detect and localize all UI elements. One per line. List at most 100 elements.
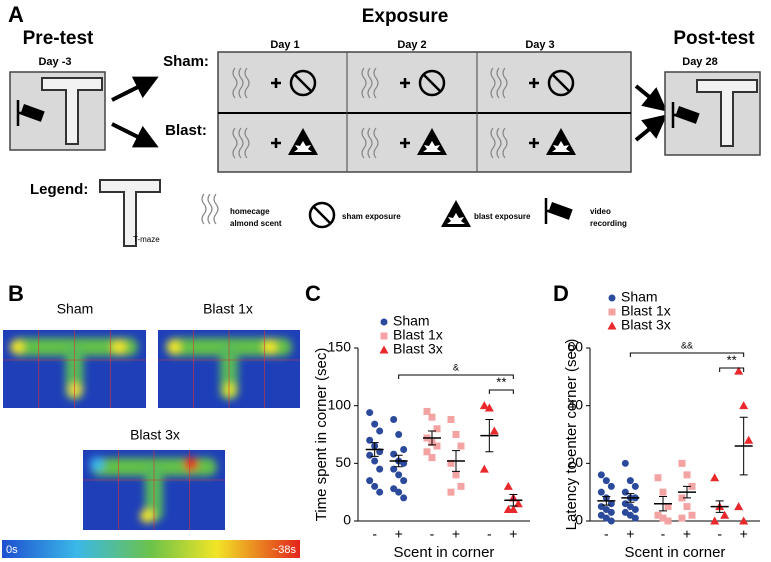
point [683,471,691,479]
point [395,431,403,438]
point [607,482,615,490]
y-tick-label: 40 [567,396,583,412]
point [683,503,691,511]
point [390,450,398,458]
legend-text: almond scent [230,219,282,228]
x-tick-label: - [661,526,666,542]
legend-marker [608,294,616,302]
point [678,459,686,467]
blob [90,457,104,471]
point [366,409,374,417]
point [452,431,460,438]
point [366,477,374,485]
error-bar [370,442,379,457]
point [688,511,696,519]
heatmap-title: Blast 3x [130,427,180,443]
plus [400,138,410,148]
point [423,407,431,415]
y-axis-label: Time spent in corner (sec) [313,348,330,522]
point [457,482,465,490]
x-tick-label: - [717,526,722,542]
point [678,494,686,502]
significance: ** [496,374,506,389]
legend-text: recording [590,219,627,228]
point [395,471,403,479]
heatmap [158,330,300,408]
arrow [634,114,668,142]
point [376,488,384,496]
legend-text: homecage [230,207,270,216]
heatmap-title: Sham [57,301,94,317]
point [390,465,398,473]
legend-label: Blast 1x [393,327,443,343]
point [366,436,374,444]
point [739,516,749,525]
blob [112,340,126,354]
point [734,366,744,375]
y-tick-label: 20 [567,454,583,470]
error-bar [452,450,460,472]
error-bar [739,416,748,476]
day-label: Day 2 [397,39,426,51]
point [597,488,605,496]
error-bar [715,500,724,513]
blob [10,340,24,354]
colorbar-max: ~38s [272,544,297,556]
exposure-title: Exposure [362,6,449,27]
plus [271,138,281,148]
legend-marker [380,332,388,340]
point [457,442,465,450]
point [371,420,379,428]
point [710,516,720,525]
day-label: Day 1 [270,39,299,51]
point [744,435,754,444]
y-tick-label: 50 [335,454,351,470]
chart: D 0 20 40 60 - + - + - + Scent in corner Latency to … [553,281,760,561]
point [400,477,408,485]
charts: C 0 50 100 150 - + - + - + Scent in corner Time spen… [305,281,760,561]
point [710,473,720,482]
panel-label: D [553,281,569,306]
x-tick-label: - [604,526,609,542]
heatmap [3,330,146,408]
legend-label: Sham [621,289,658,305]
bracket [719,367,745,372]
colorbar-min: 0s [6,544,18,556]
point [631,505,639,513]
legend-text: blast exposure [474,212,531,221]
panel-a: A Exposure Pre-test Day -3 Sham: Blast: … [8,2,761,247]
point [489,426,499,435]
row-label: Sham: [163,53,209,70]
point [654,511,662,519]
point [621,459,629,467]
plus [271,78,281,88]
point [513,499,523,508]
x-tick-label: + [452,526,460,542]
error-bar [602,495,611,506]
legend-marker [607,321,617,330]
row-label: Blast: [165,122,207,139]
bracket [488,389,514,394]
sham-icon [308,201,336,229]
legend-marker [379,345,389,354]
panel-b: B Sham Blast 1x Blast 3x 0s ~38s [2,281,300,558]
point [376,465,384,473]
blob [68,383,82,397]
x-tick-label: + [626,526,634,542]
error-bar [509,493,518,507]
point [479,401,489,410]
error-bar [683,485,691,499]
point [503,481,513,490]
posttest-day: Day 28 [682,56,717,68]
arrow [634,84,668,112]
arrow [111,122,159,148]
blast-icon [441,200,471,227]
legend-text: video [590,207,611,216]
point [734,502,744,511]
significance: && [681,340,693,350]
point [597,471,605,479]
legend-text: sham exposure [342,212,401,221]
error-bar [485,419,494,453]
point [688,482,696,490]
